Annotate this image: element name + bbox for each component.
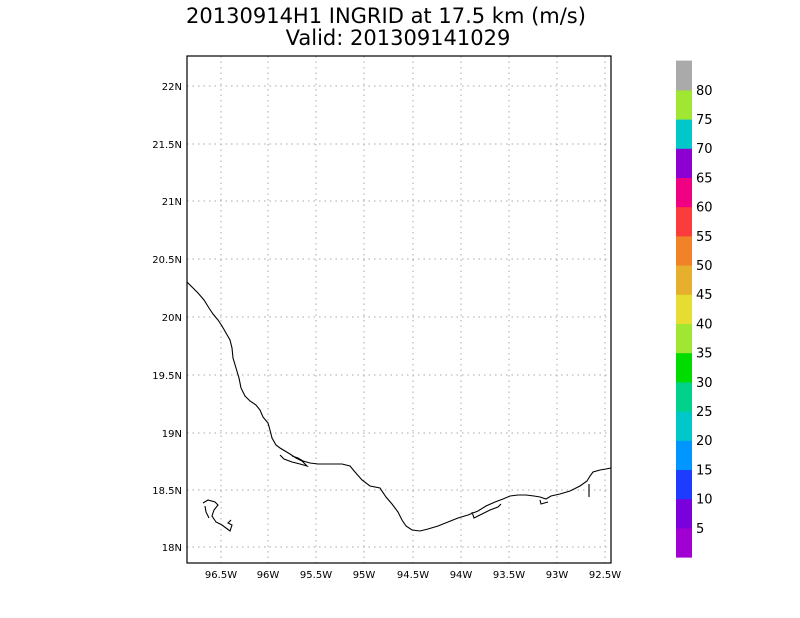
lon-tick-label: 96W bbox=[257, 570, 280, 581]
colorbar-swatch bbox=[676, 148, 692, 178]
lon-tick-label: 95.5W bbox=[300, 570, 332, 581]
colorbar-swatch bbox=[676, 323, 692, 354]
lon-tick-label: 95W bbox=[353, 570, 376, 581]
colorbar-swatch bbox=[676, 527, 692, 558]
lat-tick-label: 19.5N bbox=[152, 371, 182, 382]
lat-tick-label: 18N bbox=[162, 543, 182, 554]
colorbar-swatch bbox=[676, 235, 692, 266]
colorbar-swatch bbox=[676, 498, 692, 529]
figure-title: 20130914H1 INGRID at 17.5 km (m/s) bbox=[186, 4, 586, 28]
colorbar-label: 45 bbox=[696, 288, 713, 303]
colorbar-label: 70 bbox=[696, 142, 713, 157]
colorbar-label: 15 bbox=[696, 463, 713, 478]
colorbar-label: 35 bbox=[696, 347, 713, 362]
colorbar-swatch bbox=[676, 177, 692, 208]
gridlines bbox=[187, 56, 611, 563]
colorbar-swatch bbox=[676, 440, 692, 470]
map-panel bbox=[186, 55, 612, 564]
lat-tick-label: 21N bbox=[162, 197, 182, 208]
colorbar bbox=[676, 60, 692, 558]
lat-tick-label: 21.5N bbox=[152, 140, 182, 151]
colorbar-label: 40 bbox=[696, 317, 713, 332]
lon-tick-label: 93.5W bbox=[493, 570, 525, 581]
colorbar-swatch bbox=[676, 119, 692, 149]
colorbar-label: 50 bbox=[696, 259, 713, 274]
latitude-axis: 22N 21.5N 21N 20.5N 20N 19.5N 19N 18.5N … bbox=[152, 82, 182, 554]
lon-tick-label: 94W bbox=[450, 570, 473, 581]
colorbar-swatch bbox=[676, 294, 692, 324]
colorbar-swatch bbox=[676, 381, 692, 412]
lat-tick-label: 18.5N bbox=[152, 486, 182, 497]
colorbar-swatch bbox=[676, 206, 692, 237]
lon-tick-label: 92.5W bbox=[589, 570, 621, 581]
lon-tick-label: 94.5W bbox=[397, 570, 429, 581]
longitude-axis: 96.5W 96W 95.5W 95W 94.5W 94W 93.5W 93W … bbox=[205, 570, 621, 581]
colorbar-label: 75 bbox=[696, 113, 713, 128]
colorbar-label: 80 bbox=[696, 84, 713, 99]
map-frame bbox=[186, 55, 612, 564]
lon-tick-label: 93W bbox=[546, 570, 569, 581]
figure-subtitle: Valid: 201309141029 bbox=[286, 26, 511, 50]
colorbar-label: 30 bbox=[696, 376, 713, 391]
colorbar-swatch bbox=[676, 60, 692, 91]
colorbar-swatch bbox=[676, 352, 692, 383]
colorbar-swatch bbox=[676, 411, 692, 441]
lon-tick-label: 96.5W bbox=[205, 570, 237, 581]
colorbar-label: 60 bbox=[696, 201, 713, 216]
colorbar-labels: 5 10 15 20 25 30 35 40 45 50 55 60 65 70 75 80 bbox=[696, 84, 713, 537]
lat-tick-label: 20N bbox=[162, 313, 182, 324]
coastline bbox=[186, 281, 612, 532]
colorbar-label: 65 bbox=[696, 171, 713, 186]
lat-tick-label: 19N bbox=[162, 429, 182, 440]
lat-tick-label: 22N bbox=[162, 82, 182, 93]
colorbar-swatch bbox=[676, 89, 692, 120]
colorbar-label: 20 bbox=[696, 434, 713, 449]
lat-tick-label: 20.5N bbox=[152, 255, 182, 266]
colorbar-swatch bbox=[676, 469, 692, 500]
colorbar-swatch bbox=[676, 265, 692, 295]
colorbar-label: 55 bbox=[696, 230, 713, 245]
colorbar-label: 25 bbox=[696, 405, 713, 420]
colorbar-label: 10 bbox=[696, 493, 713, 508]
colorbar-label: 5 bbox=[696, 522, 704, 537]
